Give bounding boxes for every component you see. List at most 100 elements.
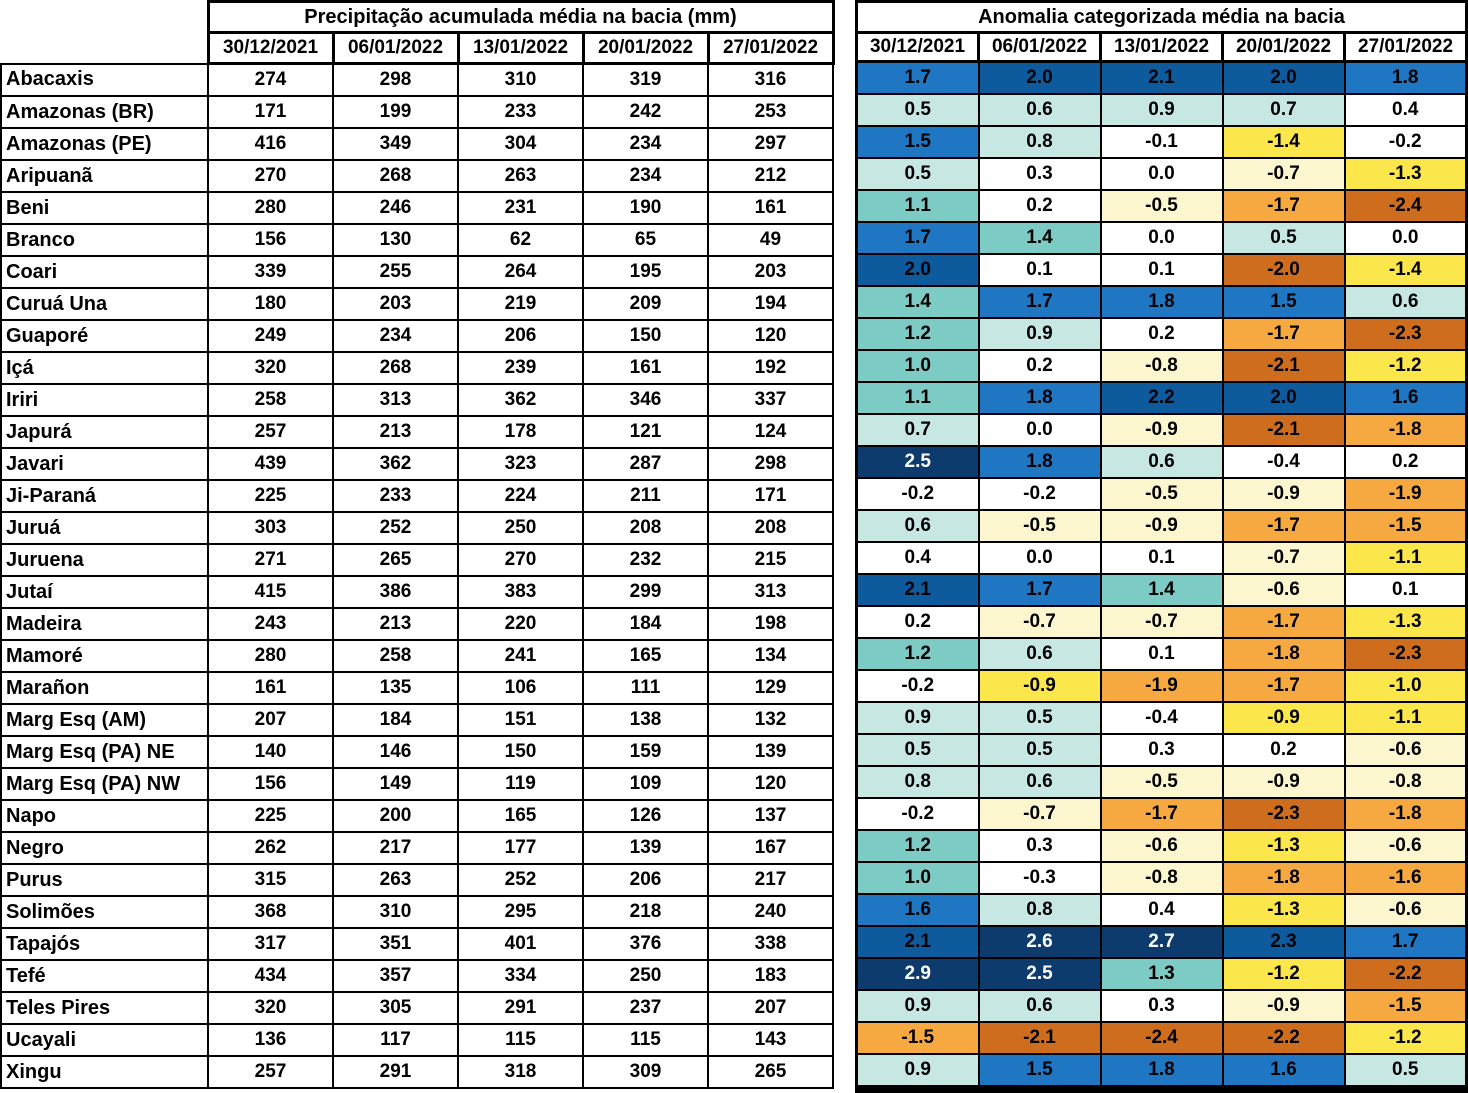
precip-value-cell: 161 <box>207 671 334 705</box>
basin-label: Marg Esq (PA) NW <box>0 767 209 801</box>
precip-value-cell: 137 <box>707 799 834 833</box>
basin-label: Negro <box>0 831 209 865</box>
anomaly-value-cell: -2.1 <box>977 1021 1102 1055</box>
precip-value-cell: 171 <box>707 479 834 513</box>
anomaly-row: 1.2 0.3 -0.6 -1.3 -0.6 <box>855 829 1468 863</box>
anomaly-value-cell: -1.4 <box>1343 253 1468 287</box>
precip-value-cell: 180 <box>207 287 334 321</box>
anomaly-row: 0.2 -0.7 -0.7 -1.7 -1.3 <box>855 605 1468 639</box>
anomaly-row: 0.9 1.5 1.8 1.6 0.5 <box>855 1053 1468 1090</box>
anomaly-value-cell: -0.9 <box>1221 477 1346 511</box>
date-header: 20/01/2022 <box>1221 31 1346 63</box>
precip-value-cell: 215 <box>707 543 834 577</box>
anomaly-row: 1.2 0.6 0.1 -1.8 -2.3 <box>855 637 1468 671</box>
anomaly-row: -1.5 -2.1 -2.4 -2.2 -1.2 <box>855 1021 1468 1055</box>
precip-value-cell: 323 <box>457 447 584 481</box>
precip-row: Branco 156 130 62 65 49 <box>0 223 834 257</box>
precip-value-cell: 319 <box>582 62 709 97</box>
date-header: 30/12/2021 <box>855 31 980 63</box>
precip-value-cell: 143 <box>707 1023 834 1057</box>
precip-value-cell: 208 <box>707 511 834 545</box>
precip-row: Amazonas (BR) 171 199 233 242 253 <box>0 95 834 129</box>
anomaly-value-cell: -1.4 <box>1221 125 1346 159</box>
precip-value-cell: 139 <box>582 831 709 865</box>
anomaly-value-cell: 1.2 <box>855 317 980 351</box>
anomaly-value-cell: 2.5 <box>977 957 1102 991</box>
precip-value-cell: 129 <box>707 671 834 705</box>
anomaly-value-cell: 2.7 <box>1099 925 1224 959</box>
basin-label: Tefé <box>0 959 209 993</box>
anomaly-value-cell: 1.4 <box>1099 573 1224 607</box>
date-header: 06/01/2022 <box>331 31 460 65</box>
precip-value-cell: 140 <box>207 735 334 769</box>
corner-spacer <box>1 1 208 33</box>
basin-label: Iriri <box>0 383 209 417</box>
precip-row: Javari 439 362 323 287 298 <box>0 447 834 481</box>
anomaly-value-cell: 1.6 <box>1343 381 1468 415</box>
anomaly-value-cell: 0.8 <box>855 765 980 799</box>
basin-label: Ucayali <box>0 1023 209 1057</box>
basin-label: Amazonas (BR) <box>0 95 209 129</box>
basin-label: Madeira <box>0 607 209 641</box>
anomaly-value-cell: 0.9 <box>855 701 980 735</box>
precip-row: Tefé 434 357 334 250 183 <box>0 959 834 993</box>
anomaly-value-cell: -1.5 <box>1343 989 1468 1023</box>
anomaly-value-cell: 1.2 <box>855 637 980 671</box>
precip-value-cell: 117 <box>332 1023 459 1057</box>
basin-label: Amazonas (PE) <box>0 127 209 161</box>
precip-value-cell: 146 <box>332 735 459 769</box>
anomaly-value-cell: 0.6 <box>977 637 1102 671</box>
basin-label: Coari <box>0 255 209 289</box>
precip-value-cell: 203 <box>707 255 834 289</box>
anomaly-value-cell: -0.7 <box>977 605 1102 639</box>
date-header: 13/01/2022 <box>456 31 585 65</box>
anomaly-row: 1.7 1.4 0.0 0.5 0.0 <box>855 221 1468 255</box>
anomaly-value-cell: 0.2 <box>1221 733 1346 767</box>
anomaly-value-cell: -1.2 <box>1343 1021 1468 1055</box>
basin-label: Ji-Paraná <box>0 479 209 513</box>
precip-value-cell: 253 <box>707 95 834 129</box>
precip-value-cell: 150 <box>457 735 584 769</box>
precip-value-cell: 263 <box>332 863 459 897</box>
precip-value-cell: 346 <box>582 383 709 417</box>
anomaly-value-cell: -0.9 <box>977 669 1102 703</box>
anomaly-value-cell: -0.9 <box>1221 701 1346 735</box>
anomaly-value-cell: 1.7 <box>977 573 1102 607</box>
anomaly-value-cell: 0.2 <box>855 605 980 639</box>
anomaly-value-cell: -0.6 <box>1343 893 1468 927</box>
precip-value-cell: 309 <box>582 1055 709 1089</box>
precip-value-cell: 209 <box>582 287 709 321</box>
precip-value-cell: 368 <box>207 895 334 929</box>
anomaly-row: 1.4 1.7 1.8 1.5 0.6 <box>855 285 1468 319</box>
basin-label: Branco <box>0 223 209 257</box>
anomaly-value-cell: 1.1 <box>855 189 980 223</box>
anomaly-value-cell: -0.9 <box>1221 765 1346 799</box>
anomaly-value-cell: -0.6 <box>1343 733 1468 767</box>
basin-label: Içá <box>0 351 209 385</box>
anomaly-value-cell: -0.4 <box>1099 701 1224 735</box>
precip-value-cell: 241 <box>457 639 584 673</box>
anomaly-value-cell: 0.6 <box>855 509 980 543</box>
anomaly-value-cell: -2.2 <box>1221 1021 1346 1055</box>
anomaly-value-cell: 0.5 <box>977 701 1102 735</box>
anomaly-value-cell: -0.5 <box>1099 765 1224 799</box>
precip-row: Mamoré 280 258 241 165 134 <box>0 639 834 673</box>
anomaly-row: -0.2 -0.7 -1.7 -2.3 -1.8 <box>855 797 1468 831</box>
anomaly-value-cell: -1.8 <box>1343 797 1468 831</box>
anomaly-value-cell: 2.5 <box>855 445 980 479</box>
precip-value-cell: 320 <box>207 991 334 1025</box>
anomaly-value-cell: -1.8 <box>1221 861 1346 895</box>
anomaly-value-cell: 1.8 <box>1099 285 1224 319</box>
precip-value-cell: 318 <box>457 1055 584 1089</box>
precip-value-cell: 252 <box>332 511 459 545</box>
anomaly-value-cell: -1.1 <box>1343 541 1468 575</box>
precip-value-cell: 416 <box>207 127 334 161</box>
anomaly-value-cell: 1.6 <box>855 893 980 927</box>
precip-value-cell: 237 <box>582 991 709 1025</box>
anomaly-value-cell: -2.3 <box>1221 797 1346 831</box>
precip-value-cell: 265 <box>332 543 459 577</box>
precip-value-cell: 165 <box>582 639 709 673</box>
basin-label: Purus <box>0 863 209 897</box>
precip-value-cell: 242 <box>582 95 709 129</box>
precip-value-cell: 130 <box>332 223 459 257</box>
